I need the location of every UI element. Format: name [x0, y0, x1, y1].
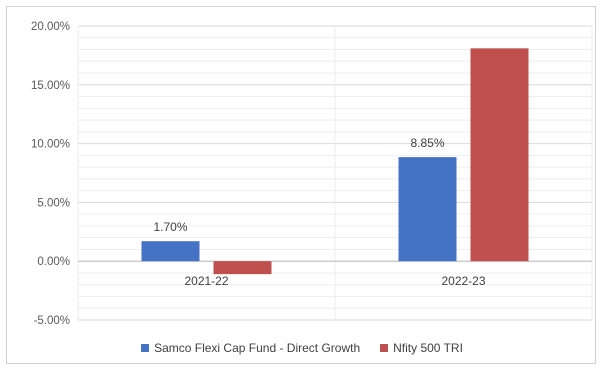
legend-label: Samco Flexi Cap Fund - Direct Growth [154, 340, 361, 355]
bar-fund-2022-23 [398, 157, 457, 262]
y-tick-label: 15.00% [31, 80, 70, 92]
bar-fund-2021-22 [141, 241, 200, 262]
legend: Samco Flexi Cap Fund - Direct Growth Nfit… [0, 340, 604, 355]
legend-item: Samco Flexi Cap Fund - Direct Growth [141, 341, 360, 355]
category-label: 2022-23 [441, 274, 485, 288]
legend-swatch [380, 343, 389, 352]
y-tick-label: 0.00% [37, 256, 70, 268]
category-label: 2021-22 [184, 274, 228, 288]
y-tick-label: 20.00% [31, 21, 70, 33]
bar-benchmark-2022-23 [470, 48, 529, 262]
y-tick-label: 5.00% [37, 197, 70, 209]
legend-label: Nfity 500 TRI [393, 340, 463, 355]
legend-item: Nfity 500 TRI [380, 341, 463, 355]
data-label: 8.85% [410, 136, 444, 150]
data-label: 1.70% [153, 220, 187, 234]
y-axis-tick-labels: 20.00% 15.00% 10.00% 5.00% 0.00% -5.00% [31, 21, 70, 327]
bars [141, 48, 529, 275]
y-tick-label: 10.00% [31, 139, 70, 151]
data-labels: 1.70% 8.85% [153, 136, 444, 234]
category-labels: 2021-22 2022-23 [184, 274, 485, 288]
y-tick-label: -5.00% [34, 315, 70, 327]
bar-benchmark-2021-22 [213, 261, 272, 275]
legend-swatch [141, 343, 150, 352]
